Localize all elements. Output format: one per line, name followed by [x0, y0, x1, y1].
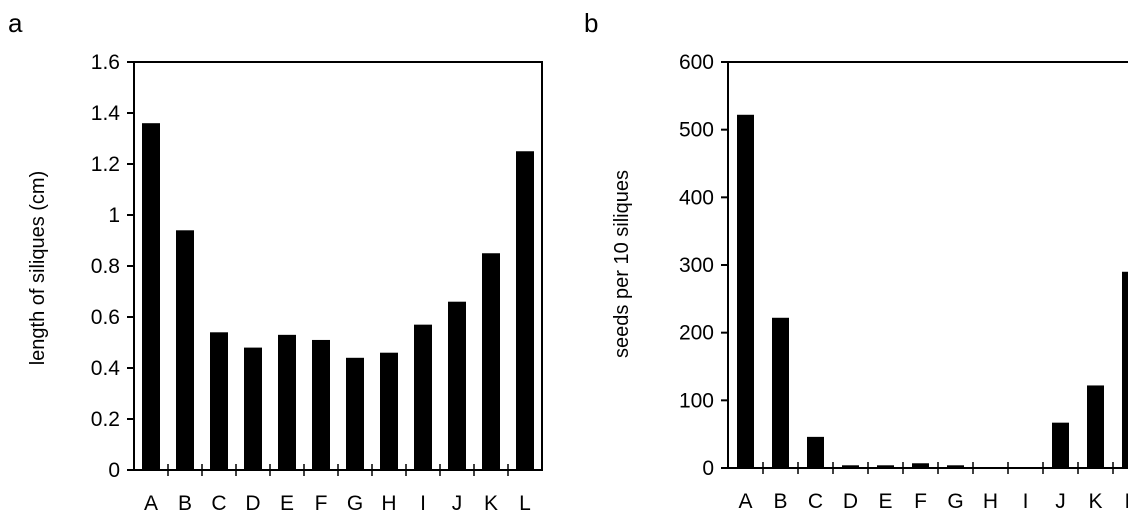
category-label: B	[178, 492, 192, 515]
category-label: L	[1125, 490, 1128, 513]
bar-K	[482, 253, 500, 470]
bar-J	[448, 301, 466, 470]
bar-C	[210, 332, 228, 470]
bar-I	[414, 324, 432, 470]
bar-G	[346, 357, 364, 470]
bar-L	[1122, 271, 1128, 468]
y-tick-label: 600	[679, 51, 714, 74]
category-label: A	[738, 490, 752, 513]
category-label: J	[1055, 490, 1066, 513]
bar-B	[772, 317, 789, 468]
category-label: J	[452, 492, 463, 515]
bar-F	[312, 339, 330, 470]
y-tick-label: 1	[108, 204, 120, 227]
category-label: I	[420, 492, 426, 515]
bar-D	[842, 465, 859, 468]
plot-frame-a	[133, 61, 543, 471]
bar-F	[912, 463, 929, 468]
y-axis-title-a: length of siliques (cm)	[27, 171, 49, 366]
chart-b: b seeds per 10 siliques 0 100 200 300 400 500…	[584, 8, 1128, 513]
bar-A	[142, 123, 160, 470]
bar-E	[278, 334, 296, 470]
panel-label-a: a	[8, 8, 23, 38]
bar-D	[244, 347, 262, 470]
bar-A	[737, 114, 754, 468]
bar-J	[1052, 422, 1069, 468]
category-label: H	[381, 492, 396, 515]
category-label: K	[1088, 490, 1102, 513]
y-tick-label: 100	[679, 389, 714, 412]
y-tick-label: 300	[679, 254, 714, 277]
bars-b	[737, 114, 1128, 468]
category-label: C	[211, 492, 226, 515]
category-label: G	[947, 490, 963, 513]
chart-a: a length of siliques (cm) 0 0.2 0.4 0.6 0.8 1…	[8, 8, 543, 515]
y-tick-label: 0.2	[91, 408, 120, 431]
y-tick-label: 0.8	[91, 255, 120, 278]
x-ticks-b	[762, 462, 1114, 474]
y-ticks-b: 0 100 200 300 400 500 600	[679, 51, 728, 480]
bars-a	[142, 123, 534, 470]
y-tick-label: 400	[679, 186, 714, 209]
category-label: L	[519, 492, 531, 515]
x-ticks-a	[167, 464, 509, 476]
bar-L	[516, 151, 534, 470]
category-label: I	[1023, 490, 1029, 513]
panel-label-b: b	[584, 8, 598, 38]
category-label: E	[878, 490, 892, 513]
y-tick-label: 500	[679, 119, 714, 142]
category-label: G	[347, 492, 363, 515]
y-tick-label: 1.2	[91, 153, 120, 176]
bar-B	[176, 230, 194, 470]
category-label: E	[280, 492, 294, 515]
y-axis-title-b: seeds per 10 siliques	[611, 170, 633, 358]
y-tick-label: 200	[679, 322, 714, 345]
y-tick-label: 1.4	[91, 102, 121, 125]
category-label: A	[144, 492, 158, 515]
bar-E	[877, 465, 894, 468]
bar-G	[947, 465, 964, 468]
category-label: H	[983, 490, 998, 513]
bar-K	[1087, 385, 1104, 468]
y-tick-label: 0.4	[91, 357, 121, 380]
category-label: B	[773, 490, 787, 513]
bar-C	[807, 436, 824, 468]
y-tick-label: 0.6	[91, 306, 120, 329]
category-label: D	[843, 490, 858, 513]
category-label: F	[315, 492, 328, 515]
category-label: K	[484, 492, 498, 515]
y-tick-label: 0	[702, 457, 714, 480]
category-label: F	[914, 490, 927, 513]
y-ticks-a: 0 0.2 0.4 0.6 0.8 1 1.2 1.4 1.6	[91, 51, 134, 482]
y-tick-label: 0	[108, 459, 120, 482]
bar-H	[380, 352, 398, 470]
category-label: C	[808, 490, 823, 513]
y-tick-label: 1.6	[91, 51, 120, 74]
category-label: D	[245, 492, 260, 515]
